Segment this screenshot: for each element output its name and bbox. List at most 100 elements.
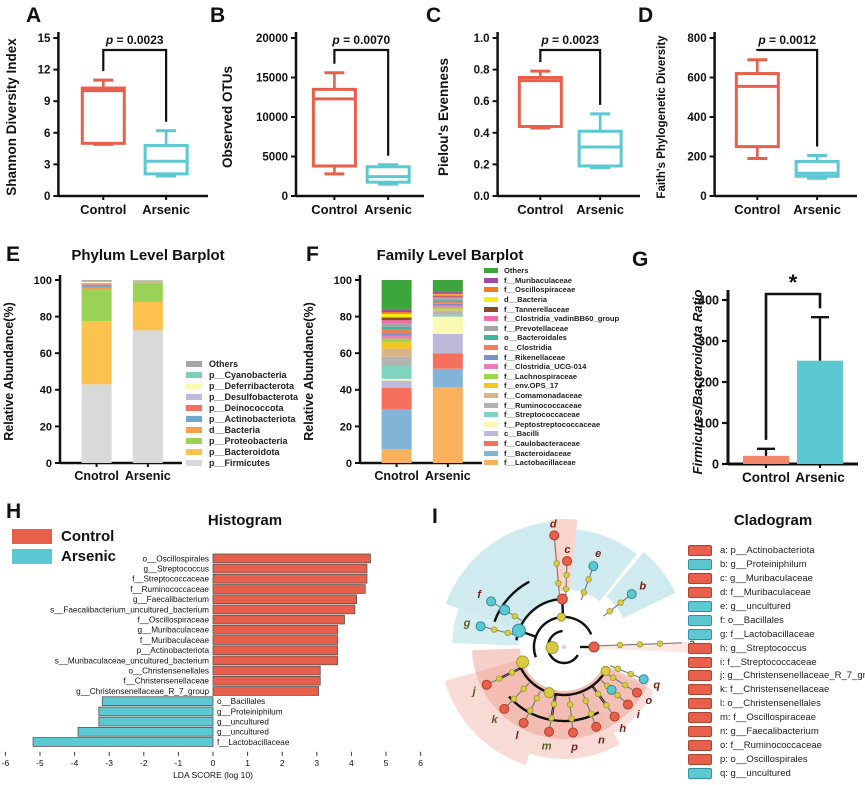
svg-text:100: 100: [698, 416, 719, 430]
svg-text:k: k: [491, 714, 498, 726]
svg-text:f__Streptococcaceae: f__Streptococcaceae: [132, 575, 209, 584]
legend-item: p__Cyanobacteria: [186, 369, 298, 380]
panel-letter-d: D: [638, 4, 654, 27]
legend-item: c__Clostridia: [484, 343, 619, 353]
svg-text:g__Faecalibacterium: g__Faecalibacterium: [133, 595, 209, 604]
legend-color-chip: [484, 364, 498, 370]
svg-text:0.2: 0.2: [474, 159, 490, 171]
svg-text:d: d: [550, 518, 557, 530]
svg-text:300: 300: [698, 334, 719, 348]
legend-item: f__Caulobacteraceae: [484, 439, 619, 449]
legend-item: f__Lachnospiraceae: [484, 372, 619, 382]
legend-label: f__Caulobacteraceae: [504, 438, 580, 448]
legend-color-chip: [484, 440, 498, 446]
legend-color-chip: [484, 421, 498, 427]
svg-text:LDA SCORE (log 10): LDA SCORE (log 10): [173, 770, 253, 780]
legend-color-chip: [484, 297, 498, 303]
phylum-stacked-barplot: 0 20 40 60 80 100 Relative Abundance(%) Cnotrol…: [2, 275, 182, 483]
legend-label: Others: [209, 358, 239, 369]
legend-label: d__Bacteria: [504, 295, 548, 305]
svg-text:p__Actinobacteriota: p__Actinobacteriota: [137, 646, 210, 655]
legend-label: c__Clostridia: [504, 343, 552, 353]
svg-text:800: 800: [687, 33, 706, 45]
svg-text:Arsenic: Arsenic: [364, 202, 412, 217]
legend-color-chip: [688, 601, 712, 612]
svg-text:Control: Control: [80, 202, 126, 217]
svg-text:p = 0.0070: p = 0.0070: [331, 33, 390, 47]
legend-label: g: f__Lactobacillaceae: [720, 628, 815, 640]
svg-text:4: 4: [349, 758, 354, 768]
svg-text:f__Oscillospiraceae: f__Oscillospiraceae: [138, 615, 210, 624]
pielou-evenness-boxplot: 0.0 0.2 0.4 0.6 0.8 1.0 Pielou's Evenness Contr…: [436, 32, 640, 217]
legend-label: f__Tannerellaceae: [504, 304, 570, 314]
cladogram-plot: abcdefgjklmpnhioq: [444, 518, 695, 765]
cladogram-legend: a: p__Actinobacteriota b: g__Proteiniphil…: [688, 544, 865, 780]
svg-text:60: 60: [340, 348, 352, 360]
legend-color-chip: [484, 306, 498, 312]
legend-label: e: g__uncultured: [720, 601, 791, 612]
legend-label: b: g__Proteiniphilum: [720, 559, 807, 571]
svg-text:6: 6: [44, 128, 50, 140]
legend-item: d: f__Muribaculaceae: [688, 586, 865, 600]
panel-letter-c: C: [426, 4, 442, 27]
legend-label: i: f__Streptococcaceae: [720, 656, 817, 668]
legend-label: f__Prevotellaceae: [504, 323, 569, 333]
svg-text:Arsenic: Arsenic: [125, 469, 171, 483]
legend-item: p__Deinococcota: [186, 402, 298, 413]
legend-item: p__Proteobacteria: [186, 435, 298, 446]
svg-text:15000: 15000: [256, 73, 288, 85]
legend-item: j: g__Christensenellaceae_R_7_group: [688, 669, 865, 683]
svg-text:0: 0: [44, 191, 50, 203]
legend-color-chip: [484, 287, 498, 293]
svg-text:100: 100: [34, 275, 52, 287]
legend-color-chip: [688, 712, 712, 724]
legend-label: p__Cyanobacteria: [209, 369, 287, 380]
svg-text:Shannon Diversity Index: Shannon Diversity Index: [4, 38, 19, 196]
svg-text:1.0: 1.0: [474, 33, 490, 45]
panel-letter-b: B: [210, 4, 226, 27]
svg-text:*: *: [789, 270, 798, 295]
legend-label: p: o__Oscillospirales: [720, 753, 808, 765]
legend-item: f__Oscillospiraceae: [484, 285, 619, 295]
legend-label: p__Desulfobacterota: [209, 391, 299, 402]
legend-label: n: g__Faecalibacterium: [720, 726, 819, 738]
legend-item: c: g__Muribaculaceae: [688, 572, 865, 586]
svg-text:Firmicutes/Bacteroidota Ratio: Firmicutes/Bacteroidota Ratio: [690, 289, 705, 474]
legend-item: f__Ruminococcaceae: [484, 400, 619, 410]
legend-item: p__Actinobacteriota: [186, 413, 298, 424]
svg-text:f__Muribaculaceae: f__Muribaculaceae: [140, 636, 210, 645]
legend-label: p__Deferribacterota: [209, 380, 295, 391]
svg-text:Faith's Phylogenetic Diversity: Faith's Phylogenetic Diversity: [656, 35, 668, 199]
legend-item: f__Streptococcaceae: [484, 410, 619, 420]
svg-text:0.4: 0.4: [474, 128, 491, 140]
svg-text:80: 80: [40, 311, 52, 323]
legend-label: f__Clostridia_UCG-014: [504, 362, 587, 372]
legend-color-chip: [186, 426, 202, 433]
legend-color-chip: [484, 335, 498, 341]
svg-text:Arsenic: Arsenic: [142, 202, 190, 217]
svg-text:p = 0.0012: p = 0.0012: [757, 33, 816, 47]
svg-text:Arsenic: Arsenic: [576, 202, 624, 217]
svg-text:40: 40: [340, 385, 352, 397]
legend-color-chip: [186, 393, 202, 400]
svg-text:h: h: [619, 723, 626, 735]
svg-text:0.0: 0.0: [474, 191, 490, 203]
svg-text:Relative Abundance(%): Relative Abundance(%): [2, 302, 16, 440]
legend-item: f: o__Bacillales: [688, 613, 865, 627]
svg-text:Relative Abundance(%): Relative Abundance(%): [302, 302, 316, 440]
svg-text:0.6: 0.6: [474, 96, 490, 108]
svg-text:6: 6: [418, 758, 423, 768]
legend-color-chip: [688, 628, 712, 640]
svg-text:200: 200: [698, 375, 719, 389]
legend-label: m: f__Oscillospiraceae: [720, 712, 817, 724]
legend-item: g: f__Lactobacillaceae: [688, 627, 865, 641]
svg-text:f__Lactobacillaceae: f__Lactobacillaceae: [217, 738, 290, 747]
legend-item: p__Bacteroidota: [186, 446, 298, 457]
legend-item: p__Deferribacterota: [186, 380, 298, 391]
legend-item: f__Prevotellaceae: [484, 324, 619, 334]
phylum-legend: Others p__Cyanobacteria p__Deferribacterot…: [186, 358, 298, 468]
legend-item: l: o__Christensenellales: [688, 697, 865, 711]
svg-text:g__Christensenellaceae_R_7_gro: g__Christensenellaceae_R_7_group: [76, 687, 209, 696]
legend-item: d__Bacteria: [186, 424, 298, 435]
